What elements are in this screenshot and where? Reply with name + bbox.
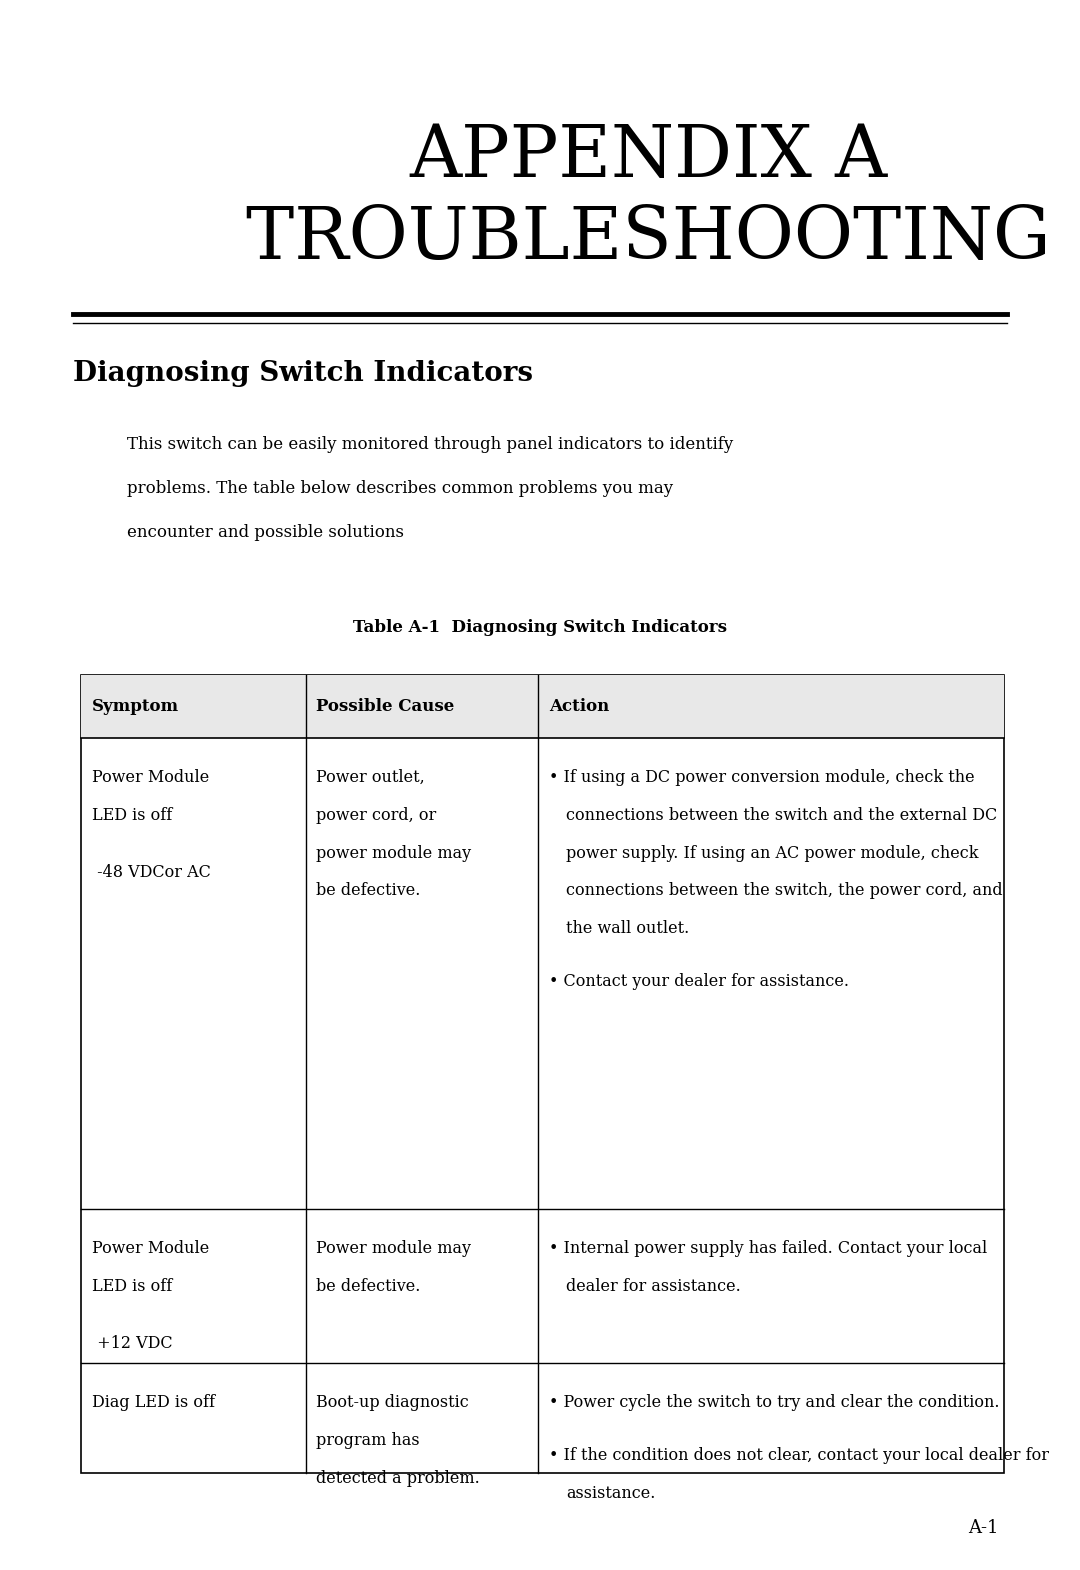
Text: detected a problem.: detected a problem. [316, 1470, 481, 1487]
Text: program has: program has [316, 1432, 420, 1449]
Text: power cord, or: power cord, or [316, 807, 436, 824]
Text: Power Module: Power Module [92, 1240, 210, 1258]
Text: -48 VDCor AC: -48 VDCor AC [92, 864, 211, 881]
Text: This switch can be easily monitored through panel indicators to identify: This switch can be easily monitored thro… [127, 436, 733, 454]
Text: power supply. If using an AC power module, check: power supply. If using an AC power modul… [566, 845, 978, 862]
Text: LED is off: LED is off [92, 1278, 172, 1295]
Text: Diag LED is off: Diag LED is off [92, 1394, 215, 1411]
Text: be defective.: be defective. [316, 882, 421, 900]
Text: Boot-up diagnostic: Boot-up diagnostic [316, 1394, 469, 1411]
Text: Power Module: Power Module [92, 769, 210, 787]
Text: Possible Cause: Possible Cause [316, 699, 455, 714]
Text: dealer for assistance.: dealer for assistance. [566, 1278, 741, 1295]
Text: connections between the switch, the power cord, and: connections between the switch, the powe… [566, 882, 1002, 900]
Text: +12 VDC: +12 VDC [92, 1334, 173, 1352]
Text: A​PPENDIX A: A​PPENDIX A [409, 122, 887, 192]
Text: LED is off: LED is off [92, 807, 172, 824]
Text: • Power cycle the switch to try and clear the condition.: • Power cycle the switch to try and clea… [549, 1394, 999, 1411]
Text: Action: Action [549, 699, 609, 714]
Text: Table A-1  Diagnosing Switch Indicators: Table A-1 Diagnosing Switch Indicators [353, 620, 727, 636]
Text: A-1: A-1 [969, 1518, 999, 1537]
Text: • If the condition does not clear, contact your local dealer for: • If the condition does not clear, conta… [549, 1448, 1049, 1463]
Text: problems. The table below describes common problems you may: problems. The table below describes comm… [127, 480, 674, 498]
Text: assistance.: assistance. [566, 1485, 656, 1501]
Text: encounter and possible solutions: encounter and possible solutions [127, 524, 404, 542]
Text: Power outlet,: Power outlet, [316, 769, 426, 787]
Text: be defective.: be defective. [316, 1278, 421, 1295]
Bar [81, 675, 1004, 1473]
Bar [81, 675, 1004, 738]
Text: • If using a DC power conversion module, check the: • If using a DC power conversion module,… [549, 769, 974, 787]
Text: Power module may: Power module may [316, 1240, 472, 1258]
Text: connections between the switch and the external DC: connections between the switch and the e… [566, 807, 997, 824]
Text: power module may: power module may [316, 845, 472, 862]
Text: Symptom: Symptom [92, 699, 179, 714]
Text: Diagnosing Switch Indicators: Diagnosing Switch Indicators [73, 360, 534, 388]
Text: • Contact your dealer for assistance.: • Contact your dealer for assistance. [549, 973, 849, 989]
Text: the wall outlet.: the wall outlet. [566, 920, 689, 937]
Text: • Internal power supply has failed. Contact your local: • Internal power supply has failed. Cont… [549, 1240, 987, 1258]
Text: T​ROUBLESHOOTING: T​ROUBLESHOOTING [245, 204, 1051, 273]
